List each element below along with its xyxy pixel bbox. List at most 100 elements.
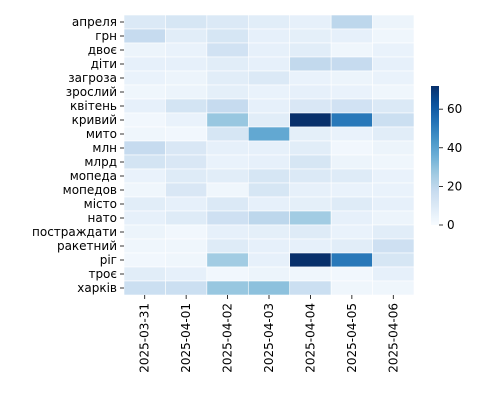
heatmap-cell: [289, 154, 332, 170]
y-tick-label: місто: [84, 197, 117, 211]
heatmap-cell: [372, 266, 415, 282]
colorbar-tick-label: 40: [447, 141, 462, 155]
heatmap-cell: [165, 126, 208, 142]
x-tick-label: 2025-04-02: [221, 303, 235, 373]
heatmap-cell: [247, 238, 291, 254]
heatmap-cell: [330, 126, 373, 142]
heatmap-cell: [123, 140, 166, 156]
heatmap-cell: [247, 182, 291, 198]
heatmap-cell: [123, 14, 166, 30]
y-tick-label: ріг: [100, 253, 117, 267]
heatmap-cell: [206, 14, 249, 30]
heatmap-cell: [330, 98, 373, 114]
heatmap-cell: [165, 266, 208, 282]
heatmap-cell: [330, 182, 373, 198]
x-tick-label: 2025-03-31: [138, 303, 152, 373]
heatmap-cell: [123, 84, 166, 100]
heatmap-cell: [289, 70, 332, 86]
heatmap-cell: [372, 42, 415, 58]
heatmap-cell: [372, 196, 415, 212]
y-tick-label: грн: [95, 29, 117, 43]
heatmap-cell: [330, 70, 373, 86]
heatmap-cell: [372, 154, 415, 170]
heatmap-cell: [123, 126, 166, 142]
heatmap-cell: [206, 112, 249, 128]
heatmap-cell: [247, 28, 291, 44]
y-tick-label: мопеда: [70, 169, 117, 183]
heatmap-cell: [289, 238, 332, 254]
y-tick-label: двоє: [88, 43, 117, 57]
heatmap-cell: [330, 280, 373, 296]
heatmap-cell: [372, 56, 415, 72]
heatmap-cell: [372, 126, 415, 142]
heatmap-cell: [247, 280, 291, 296]
heatmap-cell: [165, 140, 208, 156]
heatmap-cell: [372, 238, 415, 254]
heatmap-cell: [123, 56, 166, 72]
heatmap-cell: [206, 84, 249, 100]
heatmap-cell: [247, 70, 291, 86]
heatmap-cell: [247, 168, 291, 184]
heatmap-cell: [165, 98, 208, 114]
heatmap-cell: [289, 14, 332, 30]
heatmap-cell: [372, 280, 415, 296]
heatmap-cell: [247, 196, 291, 212]
heatmap-cell: [289, 182, 332, 198]
heatmap-cell: [372, 70, 415, 86]
heatmap-cell: [165, 196, 208, 212]
y-tick-label: мопедов: [63, 183, 117, 197]
heatmap-cell: [289, 98, 332, 114]
heatmap-cell: [247, 140, 291, 156]
heatmap-cell: [165, 182, 208, 198]
heatmap-cell: [123, 210, 166, 226]
heatmap-cell: [206, 70, 249, 86]
heatmap-cell: [165, 56, 208, 72]
heatmap-cell: [247, 84, 291, 100]
heatmap-cell: [123, 98, 166, 114]
heatmap-cell: [206, 28, 249, 44]
x-tick-label: 2025-04-05: [345, 303, 359, 373]
heatmap-cell: [330, 56, 373, 72]
heatmap-cell: [289, 84, 332, 100]
heatmap-cell: [330, 224, 373, 240]
heatmap-cell: [247, 42, 291, 58]
heatmap-cell: [330, 42, 373, 58]
heatmap-cell: [165, 238, 208, 254]
heatmap-cell: [206, 140, 249, 156]
colorbar-tick-label: 0: [447, 218, 455, 232]
heatmap-cell: [330, 252, 373, 268]
y-tick-labels: апрелягрндвоєдітизагрозазрослийквітенькр…: [32, 15, 124, 295]
heatmap-cells: [123, 14, 415, 296]
heatmap-cell: [372, 182, 415, 198]
heatmap-cell: [165, 280, 208, 296]
heatmap-cell: [289, 266, 332, 282]
heatmap-cell: [247, 266, 291, 282]
heatmap-cell: [372, 168, 415, 184]
heatmap-cell: [123, 70, 166, 86]
heatmap-cell: [165, 224, 208, 240]
heatmap-cell: [330, 168, 373, 184]
heatmap-cell: [289, 56, 332, 72]
heatmap-cell: [330, 196, 373, 212]
heatmap-cell: [206, 154, 249, 170]
heatmap-cell: [372, 140, 415, 156]
y-tick-label: ракетний: [57, 239, 117, 253]
heatmap-cell: [123, 154, 166, 170]
heatmap-cell: [206, 98, 249, 114]
heatmap-cell: [165, 42, 208, 58]
heatmap-cell: [372, 252, 415, 268]
heatmap-cell: [165, 14, 208, 30]
heatmap-cell: [123, 224, 166, 240]
heatmap-cell: [123, 168, 166, 184]
heatmap-cell: [206, 224, 249, 240]
colorbar-tick-label: 20: [447, 179, 462, 193]
heatmap-cell: [123, 42, 166, 58]
x-tick-label: 2025-04-06: [386, 303, 400, 373]
heatmap-cell: [247, 154, 291, 170]
heatmap-cell: [206, 56, 249, 72]
heatmap-cell: [372, 84, 415, 100]
colorbar: 0 20 40 60: [431, 86, 462, 232]
heatmap-cell: [247, 126, 291, 142]
